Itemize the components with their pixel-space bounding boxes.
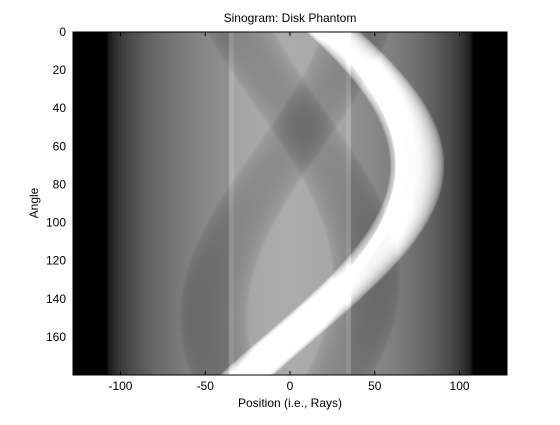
x-tick-label: -100 xyxy=(108,379,132,393)
y-tick-label: 160 xyxy=(46,330,66,344)
plot-area xyxy=(72,31,508,376)
sinogram-heatmap xyxy=(73,32,507,375)
x-tick-label: -50 xyxy=(197,379,215,393)
y-tick-label: 0 xyxy=(59,25,66,39)
y-tick-label: 120 xyxy=(46,254,66,268)
y-axis-label: Angle xyxy=(27,187,41,218)
x-axis-label: Position (i.e., Rays) xyxy=(238,396,342,410)
y-tick-label: 100 xyxy=(46,216,66,230)
y-tick-label: 40 xyxy=(53,101,67,115)
y-tick-label: 20 xyxy=(53,63,67,77)
x-tick-label: 50 xyxy=(368,379,382,393)
x-axis-ticks: -100 -50 0 50 100 xyxy=(108,32,470,393)
y-axis-ticks: 0 20 40 60 80 100 120 140 160 xyxy=(46,25,507,344)
y-tick-label: 140 xyxy=(46,292,66,306)
y-tick-label: 60 xyxy=(53,139,67,153)
x-tick-label: 100 xyxy=(450,379,470,393)
y-tick-label: 80 xyxy=(53,177,67,191)
chart-title: Sinogram: Disk Phantom xyxy=(224,11,357,25)
x-tick-label: 0 xyxy=(287,379,294,393)
